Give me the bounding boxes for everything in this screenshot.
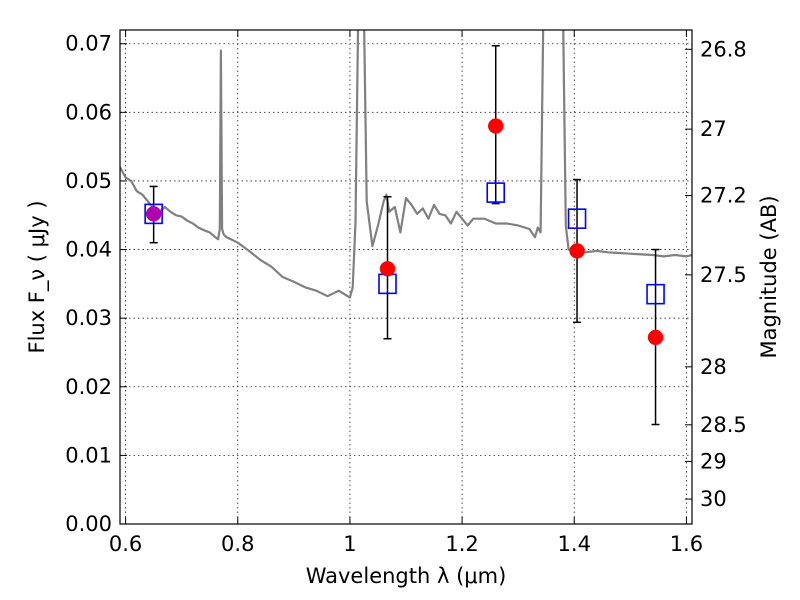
y-tick-label: 0.04: [65, 238, 112, 262]
x-axis-title-text: Wavelength λ (μm): [306, 564, 507, 588]
mag-tick-label: 27.2: [700, 184, 747, 208]
y-tick-label: 0.05: [65, 169, 112, 193]
observed-point: [569, 243, 585, 259]
plot-frame: [119, 29, 693, 525]
y2-axis-title-text: Magnitude (AB): [757, 195, 781, 358]
x-tick-label: 1.4: [558, 532, 591, 556]
y-tick-label: 0.02: [65, 375, 112, 399]
observed-points: [145, 118, 664, 346]
model-photometry-square: [144, 203, 163, 225]
x-tick-label: 0.8: [221, 532, 254, 556]
x-tick-label: 1.6: [670, 532, 703, 556]
model-photometry: [144, 182, 665, 305]
y2-axis-title: Magnitude (AB): [757, 195, 781, 358]
x-tick-label: 1.2: [445, 532, 478, 556]
observed-point: [647, 329, 664, 346]
y-tick-label: 0.03: [65, 306, 112, 330]
y-tick-label: 0.01: [65, 443, 112, 467]
y-tick-label: 0.00: [65, 512, 112, 536]
y-axis-title-text: Flux F_ν ( μJy ): [25, 200, 50, 353]
mag-tick-label: 29: [700, 449, 727, 473]
model-photometry-square: [567, 208, 587, 229]
x-tick-label: 1: [343, 532, 356, 556]
mag-tick-label: 26.8: [700, 37, 747, 61]
x-tick-label: 0.6: [109, 532, 142, 556]
observed-point: [145, 206, 162, 222]
y-axis-title: Flux F_ν ( μJy ): [25, 200, 50, 353]
mag-tick-label: 27.5: [700, 263, 747, 287]
observed-point: [487, 118, 504, 134]
y-tick-label: 0.07: [65, 32, 112, 56]
mag-tick-label: 28.5: [700, 413, 747, 437]
x-axis-title: Wavelength λ (μm): [306, 564, 507, 588]
ticks: 0.6 0.8 1 1.2 1.4 1.6 0.00 0.01 0.02 0.03 0.04 0.05…: [65, 30, 747, 556]
y-tick-label: 0.06: [65, 100, 112, 124]
observed-point: [379, 261, 396, 277]
model-photometry-square: [646, 283, 665, 305]
mag-tick-label: 28: [700, 355, 727, 379]
series-layer: [120, 30, 692, 426]
mag-tick-label: 30: [700, 487, 727, 511]
model-photometry-square: [486, 182, 506, 203]
plot-background: [120, 30, 692, 524]
mag-tick-label: 27: [700, 117, 727, 141]
model-spectrum-line: [120, 30, 692, 299]
